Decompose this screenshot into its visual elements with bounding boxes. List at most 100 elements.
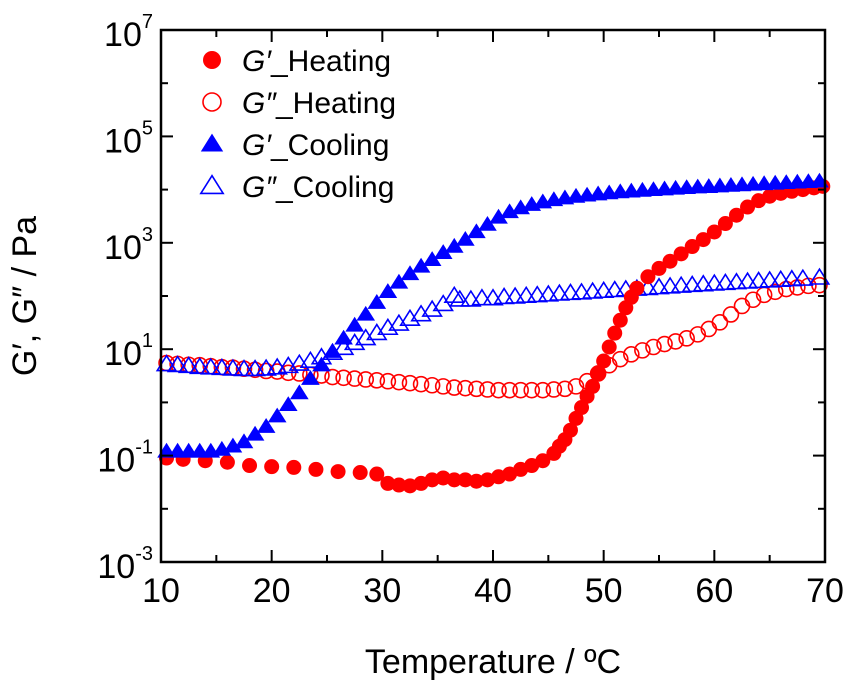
data-point-gprime-heating: [585, 378, 601, 394]
data-point-gdoubleprime-heating: [357, 371, 375, 388]
data-point-gdoubleprime-cooling: [692, 274, 715, 292]
data-point-gdoubleprime-heating: [623, 346, 640, 363]
data-point-gdoubleprime-heating: [678, 330, 695, 347]
data-point-gprime-cooling: [411, 257, 431, 273]
data-point-gprime-cooling: [223, 437, 243, 453]
y-axis-title: G′, G″ / Pa: [6, 216, 44, 376]
data-point-gprime-cooling: [500, 203, 519, 219]
data-point-gprime-heating: [424, 472, 440, 488]
data-point-gdoubleprime-heating: [656, 335, 673, 353]
series-gprime-cooling: [157, 172, 829, 458]
data-point-gdoubleprime-heating: [468, 380, 485, 398]
data-point-gprime-heating: [728, 207, 744, 223]
data-point-gprime-cooling: [422, 251, 442, 266]
data-point-gprime-cooling: [245, 425, 265, 441]
data-point-gdoubleprime-cooling: [515, 285, 537, 304]
data-point-gdoubleprime-heating: [556, 380, 574, 398]
x-tick-label: 60: [695, 572, 733, 610]
data-point-gprime-heating: [662, 253, 678, 269]
data-point-gdoubleprime-heating: [645, 338, 662, 356]
data-point-gdoubleprime-cooling: [233, 359, 255, 377]
data-point-gdoubleprime-cooling: [581, 281, 604, 299]
data-point-gprime-heating: [684, 239, 700, 255]
data-point-gprime-heating: [535, 453, 551, 469]
data-point-gprime-cooling: [444, 237, 464, 253]
data-point-gprime-heating: [673, 246, 689, 262]
data-point-gprime-cooling: [312, 356, 331, 372]
x-axis-title: Temperature / ºC: [365, 643, 621, 681]
data-point-gdoubleprime-cooling: [200, 357, 222, 375]
data-point-gdoubleprime-heating: [534, 381, 552, 399]
data-point-gdoubleprime-cooling: [681, 275, 703, 293]
legend-marker-gprime-cooling: [200, 133, 224, 152]
x-tick-label: 50: [585, 572, 623, 610]
data-point-gdoubleprime-cooling: [388, 313, 410, 331]
data-point-gprime-heating: [435, 470, 451, 486]
data-point-gdoubleprime-cooling: [648, 277, 670, 295]
data-point-gdoubleprime-heating: [479, 381, 496, 398]
data-point-gprime-heating: [308, 461, 324, 477]
data-point-gdoubleprime-cooling: [659, 276, 681, 294]
data-point-gdoubleprime-cooling: [548, 283, 571, 301]
data-point-gprime-heating: [717, 216, 733, 232]
data-point-gdoubleprime-heating: [711, 314, 729, 331]
legend-label-gprime-cooling: G′_Cooling: [242, 129, 389, 162]
data-point-gdoubleprime-heating: [390, 373, 408, 391]
data-point-gdoubleprime-cooling: [559, 283, 582, 301]
series-gprime-heating: [159, 178, 831, 494]
legend-marker-gprime-heating: [203, 51, 221, 69]
data-point-gdoubleprime-cooling: [449, 289, 471, 307]
data-point-gprime-heating: [574, 400, 590, 416]
y-tick-label: 103: [104, 224, 153, 267]
data-point-gdoubleprime-heating: [667, 333, 684, 350]
y-tick-label: 10-3: [97, 543, 153, 586]
data-point-gprime-heating: [468, 473, 484, 489]
data-point-gprime-cooling: [323, 343, 342, 358]
data-point-gprime-heating: [640, 269, 656, 285]
data-point-gdoubleprime-heating: [490, 381, 507, 399]
data-point-gdoubleprime-cooling: [592, 280, 615, 299]
data-point-gprime-cooling: [478, 215, 497, 231]
data-point-gdoubleprime-cooling: [504, 286, 526, 304]
legend-marker-gdoubleprime-heating: [202, 92, 222, 112]
x-tick-label: 30: [363, 572, 401, 610]
data-point-gdoubleprime-cooling: [166, 355, 189, 373]
data-point-gprime-heating: [352, 465, 368, 481]
data-point-gprime-cooling: [256, 418, 276, 433]
data-point-gdoubleprime-heating: [379, 372, 397, 390]
data-point-gprime-heating: [391, 477, 407, 493]
data-point-gdoubleprime-cooling: [421, 299, 443, 317]
data-point-gprime-heating: [264, 459, 280, 475]
data-point-gdoubleprime-cooling: [399, 308, 421, 326]
data-point-gprime-heating: [773, 185, 789, 201]
data-point-gdoubleprime-heating: [722, 306, 740, 323]
legend-label-gdoubleprime-heating: G″_Heating: [242, 87, 396, 120]
data-point-gdoubleprime-cooling: [603, 280, 626, 298]
data-point-gdoubleprime-cooling: [255, 358, 277, 376]
data-point-gprime-cooling: [345, 316, 364, 332]
data-point-gdoubleprime-heating: [445, 379, 463, 396]
data-point-gdoubleprime-cooling: [410, 304, 432, 322]
x-tick-label: 70: [806, 572, 844, 610]
data-point-gdoubleprime-heating: [335, 369, 352, 387]
data-point-gdoubleprime-heating: [501, 381, 518, 399]
data-point-gdoubleprime-cooling: [482, 288, 504, 306]
data-point-gdoubleprime-cooling: [211, 358, 233, 376]
data-point-gprime-cooling: [456, 230, 475, 246]
x-tick-label: 20: [253, 572, 291, 610]
data-point-gprime-heating: [596, 353, 612, 369]
data-point-gprime-cooling: [234, 433, 254, 449]
data-point-gprime-heating: [219, 454, 235, 470]
data-point-gdoubleprime-heating: [744, 291, 762, 309]
legend-label-gprime-heating: G′_Heating: [242, 45, 391, 78]
data-point-gdoubleprime-cooling: [792, 268, 814, 286]
data-point-gdoubleprime-cooling: [537, 284, 560, 302]
data-point-gdoubleprime-cooling: [747, 271, 770, 289]
data-point-gdoubleprime-heating: [412, 375, 430, 393]
data-point-gprime-cooling: [356, 305, 376, 321]
legend-label-gdoubleprime-cooling: G″_Cooling: [242, 171, 394, 204]
y-tick-label: 107: [104, 11, 153, 54]
data-point-gprime-heating: [242, 458, 258, 474]
data-point-gdoubleprime-heating: [634, 342, 651, 359]
data-point-gprime-heating: [629, 280, 645, 296]
